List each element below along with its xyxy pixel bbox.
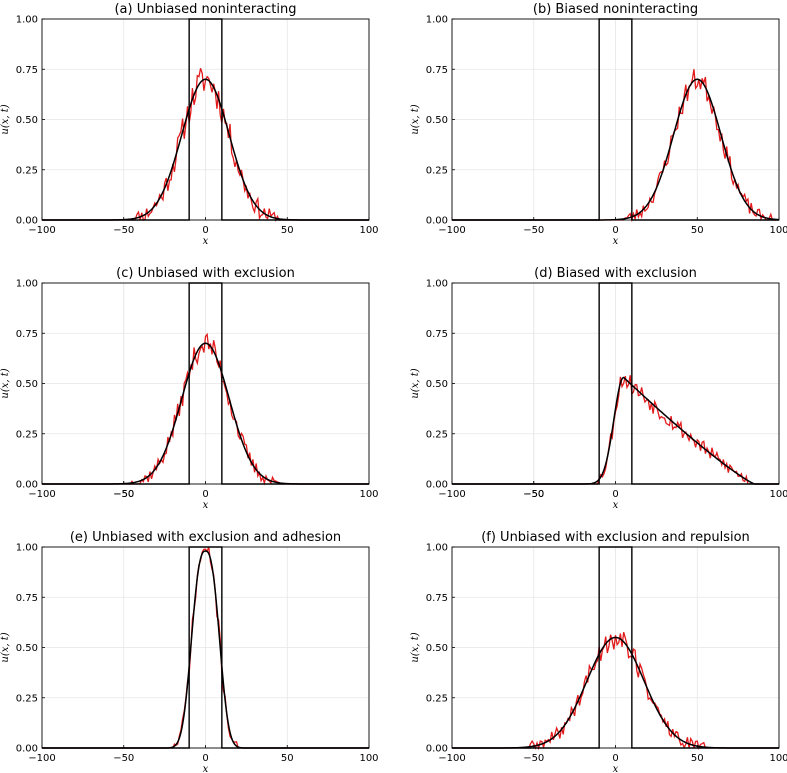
x-axis-label: x <box>613 236 619 247</box>
x-tick-label: 50 <box>691 225 704 236</box>
panel-f: −100 −50 0 50 100 0.00 0.25 0.50 0.75 1.00 (f) Unb… <box>410 530 787 773</box>
x-tick-label: 100 <box>359 225 378 236</box>
y-tick-label: 0.75 <box>16 593 38 604</box>
y-tick-label: 0.50 <box>16 115 38 126</box>
y-tick-label: 0.00 <box>16 744 38 755</box>
y-tick-label: 0.25 <box>426 693 448 704</box>
x-tick-label: −100 <box>438 753 465 764</box>
y-tick-label: 0.00 <box>426 480 448 491</box>
y-tick-label: 0.50 <box>426 643 448 654</box>
y-tick-label: 0.25 <box>16 429 38 440</box>
x-tick-label: −50 <box>523 225 544 236</box>
chart-title: (f) Unbiased with exclusion and repulsio… <box>481 530 750 545</box>
x-tick-label: −50 <box>523 489 544 500</box>
y-tick-label: 0.50 <box>16 379 38 390</box>
panel-a: −100 −50 0 50 100 0.00 0.25 0.50 0.75 1.00 (a) Unb… <box>0 2 379 247</box>
x-tick-label: −100 <box>28 225 55 236</box>
x-tick-label: −50 <box>113 489 134 500</box>
x-tick-label: 100 <box>359 753 378 764</box>
x-tick-label: 50 <box>281 225 294 236</box>
y-tick-label: 1.00 <box>16 543 38 554</box>
y-axis-label: u(x, t) <box>0 632 11 662</box>
chart-title: (c) Unbiased with exclusion <box>116 266 295 281</box>
x-tick-label: 0 <box>612 225 618 236</box>
y-tick-label: 0.00 <box>16 216 38 227</box>
y-tick-label: 1.00 <box>426 279 448 290</box>
y-tick-label: 0.00 <box>16 480 38 491</box>
y-axis-label: u(x, t) <box>410 104 421 134</box>
x-tick-label: 0 <box>612 489 618 500</box>
x-tick-label: 0 <box>202 489 208 500</box>
y-tick-label: 0.25 <box>16 693 38 704</box>
x-tick-label: −100 <box>438 489 465 500</box>
x-axis-label: x <box>203 236 209 247</box>
y-tick-label: 1.00 <box>426 543 448 554</box>
x-tick-label: 50 <box>281 753 294 764</box>
y-axis-label: u(x, t) <box>0 368 11 398</box>
panel-e: −100 −50 0 50 100 0.00 0.25 0.50 0.75 1.00 (e) Unb… <box>0 530 379 773</box>
y-tick-label: 0.25 <box>16 165 38 176</box>
y-tick-label: 0.00 <box>426 744 448 755</box>
x-tick-label: −50 <box>113 489 134 500</box>
y-tick-label: 1.00 <box>426 15 448 26</box>
y-tick-label: 0.75 <box>426 329 448 340</box>
x-tick-label: −50 <box>113 225 134 236</box>
y-tick-label: 0.50 <box>16 643 38 654</box>
x-tick-label: 0 <box>202 225 208 236</box>
y-axis-label: u(x, t) <box>410 368 421 398</box>
y-tick-label: 0.25 <box>426 429 448 440</box>
chart-title: (a) Unbiased noninteracting <box>114 2 296 17</box>
x-tick-label: 100 <box>769 753 787 764</box>
y-tick-label: 0.75 <box>16 329 38 340</box>
x-tick-label: −100 <box>438 225 465 236</box>
x-tick-label: 100 <box>769 489 787 500</box>
x-tick-label: −50 <box>523 753 544 764</box>
x-tick-label: 100 <box>769 225 787 236</box>
y-axis-label: u(x, t) <box>410 632 421 662</box>
x-tick-label: −100 <box>28 489 55 500</box>
y-tick-label: 0.75 <box>16 65 38 76</box>
x-axis-label: x <box>613 764 619 773</box>
x-tick-label: −50 <box>113 753 134 764</box>
y-tick-label: 1.00 <box>16 15 38 26</box>
y-axis-label: u(x, t) <box>0 104 11 134</box>
y-tick-label: 0.75 <box>426 593 448 604</box>
x-tick-label: −50 <box>523 489 544 500</box>
y-tick-label: 0.00 <box>426 216 448 227</box>
x-tick-label: 100 <box>359 489 378 500</box>
chart-title: (b) Biased noninteracting <box>533 2 698 17</box>
x-axis-label: x <box>613 500 619 511</box>
x-axis-label: x <box>203 764 209 773</box>
x-tick-label: 50 <box>691 753 704 764</box>
x-tick-label: −100 <box>28 753 55 764</box>
chart-title: (e) Unbiased with exclusion and adhesion <box>70 530 341 545</box>
y-tick-label: 0.50 <box>426 115 448 126</box>
y-tick-label: 1.00 <box>16 279 38 290</box>
panel-b: −100 −50 0 50 100 0.00 0.25 0.50 0.75 1.00 (b) Bia… <box>410 2 787 247</box>
y-tick-label: 0.75 <box>426 65 448 76</box>
x-tick-label: 0 <box>612 753 618 764</box>
chart-title: (d) Biased with exclusion <box>534 266 697 281</box>
x-axis-label: x <box>203 500 209 511</box>
y-tick-label: 0.50 <box>426 379 448 390</box>
y-tick-label: 0.25 <box>426 165 448 176</box>
x-tick-label: 0 <box>202 753 208 764</box>
